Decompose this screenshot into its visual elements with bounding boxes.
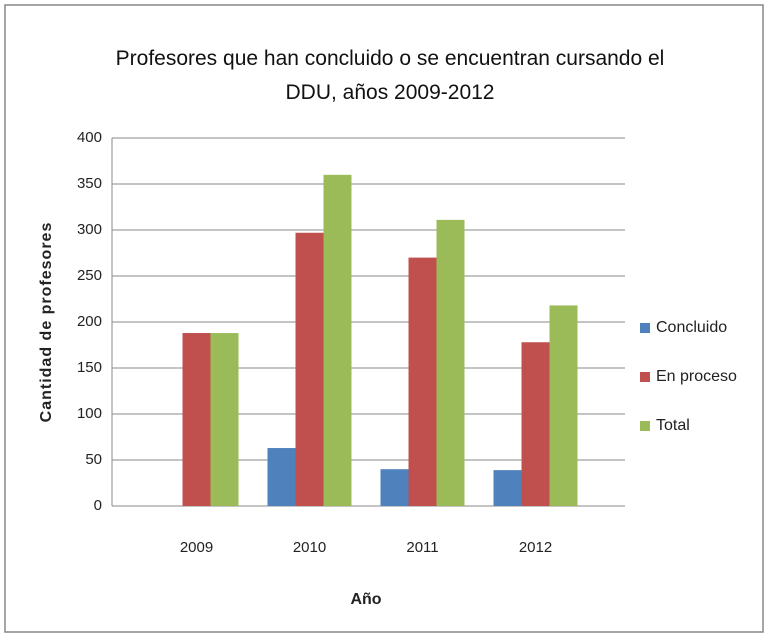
bar <box>182 333 211 506</box>
y-tick-label: 350 <box>77 175 102 192</box>
bar <box>549 305 578 506</box>
y-tick-label: 100 <box>77 405 102 422</box>
x-tick-label: 2010 <box>293 539 326 556</box>
legend-swatch <box>640 323 650 333</box>
bar <box>493 470 522 506</box>
y-tick-label: 50 <box>85 451 102 468</box>
x-tick-label: 2012 <box>519 539 552 556</box>
y-tick-label: 150 <box>77 359 102 376</box>
bar <box>436 219 465 506</box>
legend-swatch <box>640 372 650 382</box>
y-tick-label: 200 <box>77 313 102 330</box>
x-tick-label: 2011 <box>406 539 438 556</box>
chart-title: Profesores que han concluido o se encuen… <box>115 47 665 104</box>
x-tick-label: 2009 <box>180 539 213 556</box>
bar <box>380 469 409 506</box>
legend-label: Concluido <box>656 319 727 336</box>
bar <box>210 333 239 506</box>
legend-swatch <box>640 421 650 431</box>
y-tick-label: 0 <box>94 497 102 514</box>
y-tick-label: 400 <box>77 129 102 146</box>
y-tick-label: 250 <box>77 267 102 284</box>
bar <box>408 257 437 506</box>
x-axis-label: Año <box>350 591 381 608</box>
y-tick-label: 300 <box>77 221 102 238</box>
y-axis-label: Cantidad de profesores <box>38 222 55 423</box>
bar <box>295 232 324 506</box>
bar <box>323 174 352 507</box>
chart-frame <box>4 4 764 633</box>
legend-label: En proceso <box>656 368 737 385</box>
legend-label: Total <box>656 417 690 434</box>
bar <box>267 448 296 506</box>
bar <box>521 342 550 506</box>
